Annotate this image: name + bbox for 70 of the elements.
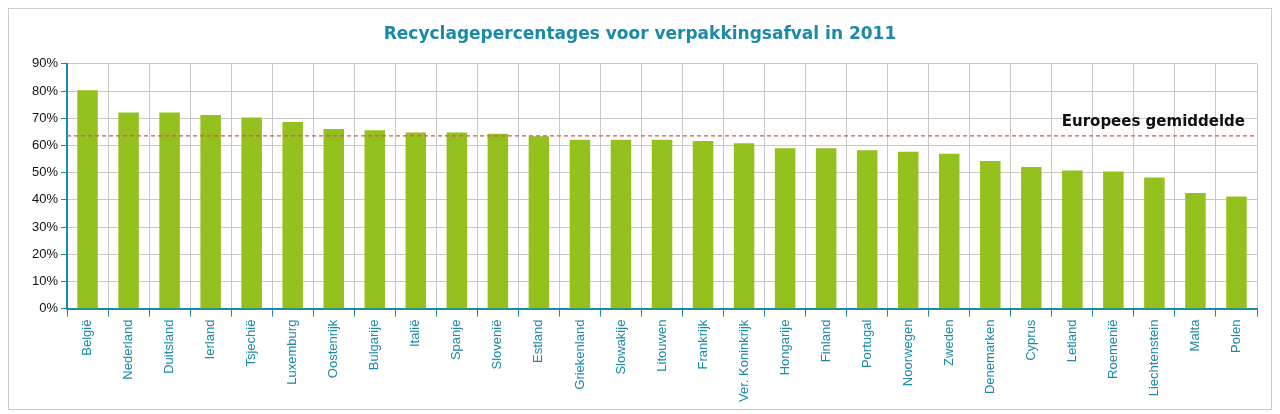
ref-line-label: Europees gemiddelde xyxy=(1061,112,1245,131)
bar xyxy=(815,148,837,309)
x-tick-label: Slowakije xyxy=(612,319,628,375)
bar xyxy=(569,139,591,309)
x-tick-label: Estland xyxy=(530,319,546,363)
x-tick-label: Polen xyxy=(1228,319,1244,353)
bar xyxy=(118,112,139,309)
x-tick-label: Hongarije xyxy=(776,319,792,376)
x-tick-label: Liechtenstein xyxy=(1145,319,1161,397)
x-tick-label: Nederland xyxy=(120,319,136,380)
y-tick-label: 90% xyxy=(31,55,59,71)
bar xyxy=(856,150,878,309)
x-tick-label: Litouwen xyxy=(653,319,669,372)
bar xyxy=(159,112,180,309)
x-tick-label: Roemenië xyxy=(1104,319,1120,379)
x-tick-label: Griekenland xyxy=(571,319,587,390)
bar xyxy=(1226,196,1247,309)
x-tick-label: Cyprus xyxy=(1022,319,1038,361)
bar xyxy=(282,122,303,309)
y-tick-label: 60% xyxy=(31,136,59,152)
bar xyxy=(77,90,98,309)
x-tick-label: Ierland xyxy=(202,319,218,360)
bar xyxy=(980,160,1001,309)
x-tick-label: Bulgarije xyxy=(366,319,382,371)
x-tick-label: Ver. Koninkrijk xyxy=(735,319,751,402)
x-tick-label: Denemarken xyxy=(981,319,997,395)
y-tick-label: 70% xyxy=(31,109,59,125)
x-tick-label: Oostenrijk xyxy=(325,319,341,379)
x-tick-label: Letland xyxy=(1063,319,1079,363)
bar xyxy=(1021,166,1042,309)
bar xyxy=(200,114,221,309)
x-tick-label: Duitsland xyxy=(161,319,177,374)
bar xyxy=(774,148,796,309)
bar xyxy=(1185,193,1206,309)
bar xyxy=(1144,177,1165,309)
x-tick-label: Finland xyxy=(817,319,833,363)
bar xyxy=(241,117,262,309)
x-tick-label: Spanje xyxy=(448,319,464,361)
x-tick-label: Noorwegen xyxy=(899,319,915,387)
y-tick-label: 10% xyxy=(31,273,59,288)
y-tick-label: 40% xyxy=(31,191,59,207)
y-tick-label: 30% xyxy=(31,218,59,234)
bar xyxy=(897,151,919,309)
bar xyxy=(1103,171,1124,309)
x-tick-label: Portugal xyxy=(858,319,874,369)
bar xyxy=(938,153,960,309)
bar xyxy=(692,141,714,309)
bar xyxy=(487,133,509,309)
x-tick-label: Frankrijk xyxy=(694,319,710,370)
bar xyxy=(364,130,386,309)
bar xyxy=(610,139,632,309)
bar xyxy=(405,132,427,309)
chart-title: Recyclagepercentages voor verpakkingsafval in 2011 xyxy=(382,23,898,43)
bar xyxy=(733,143,755,309)
x-tick-label: België xyxy=(79,319,95,356)
x-tick-label: Malta xyxy=(1187,318,1203,352)
x-tick-label: Zweden xyxy=(940,319,956,366)
bar xyxy=(528,136,550,309)
x-tick-label: Tsjechië xyxy=(243,319,259,367)
y-tick-label: 80% xyxy=(31,82,59,98)
bar xyxy=(446,132,468,309)
bar xyxy=(651,139,673,309)
x-tick-label: Italië xyxy=(407,319,423,348)
y-tick-label: 20% xyxy=(31,245,59,261)
y-tick-label: 50% xyxy=(31,164,59,180)
bar xyxy=(1062,170,1083,309)
y-tick-label: 0% xyxy=(39,300,59,316)
bar xyxy=(323,129,344,309)
x-tick-label: Luxemburg xyxy=(284,319,300,385)
x-tick-label: Slovenië xyxy=(489,319,505,370)
